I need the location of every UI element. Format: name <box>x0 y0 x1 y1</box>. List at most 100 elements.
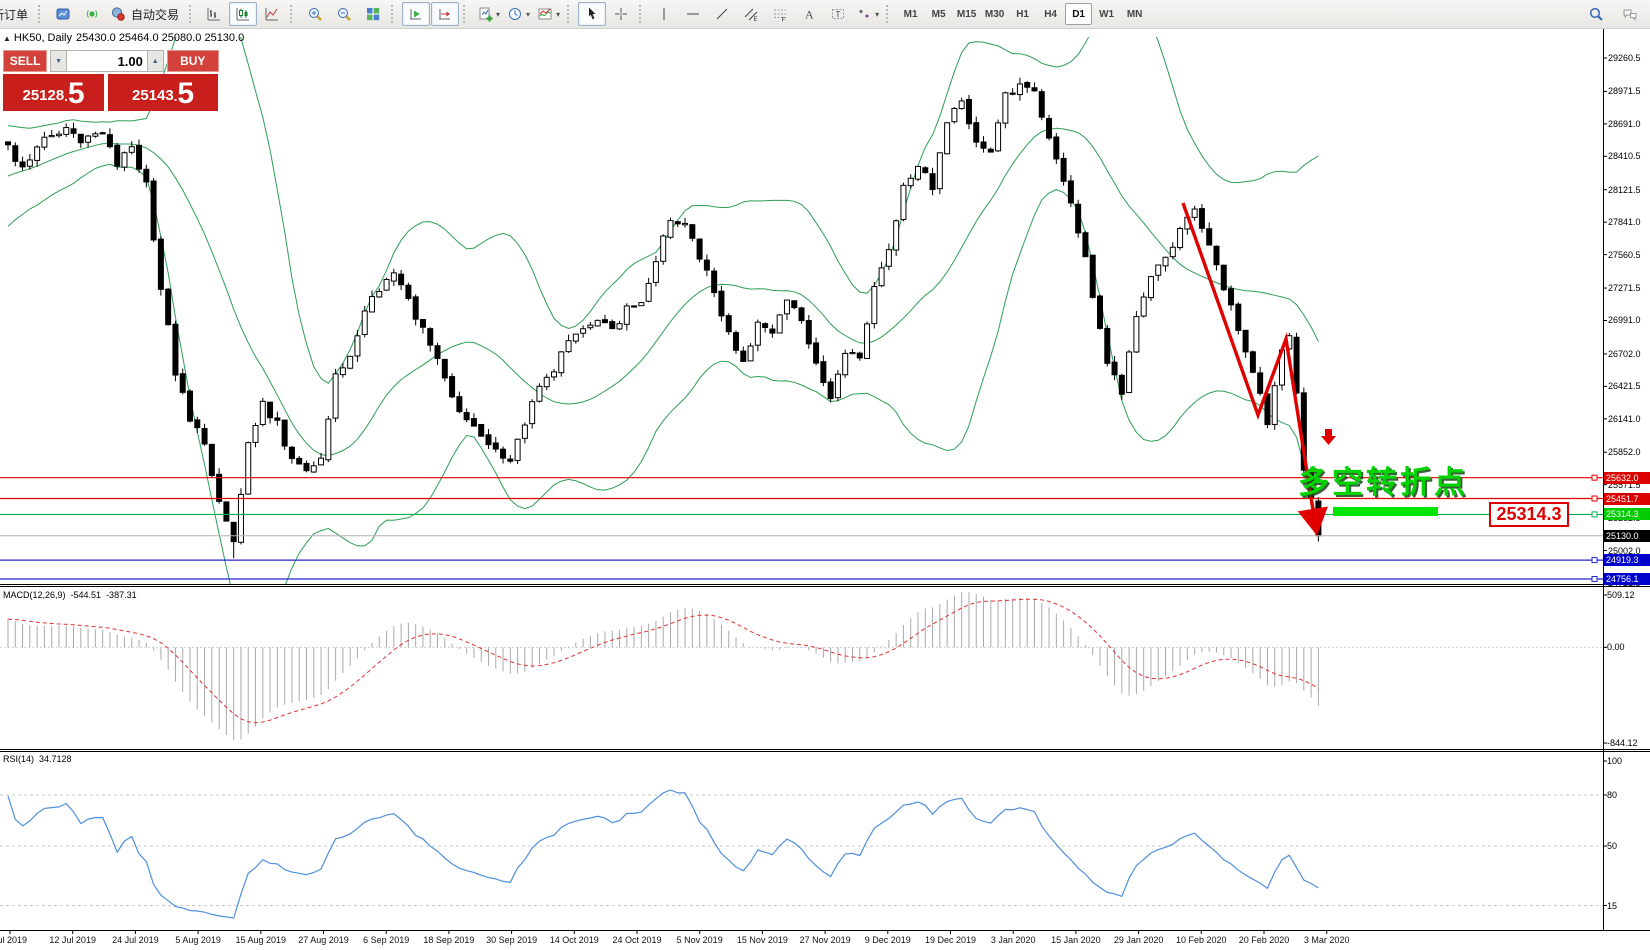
support-highlight-bar[interactable] <box>1333 507 1438 516</box>
svg-text:E: E <box>754 17 758 22</box>
scale-label: 15 <box>1607 900 1618 911</box>
price-badge: 25451.7 <box>1604 492 1650 505</box>
chart-shift-button[interactable] <box>431 2 460 26</box>
crosshair-button[interactable] <box>607 2 635 26</box>
channel-icon: E <box>744 8 758 22</box>
sell-arrow-marker[interactable] <box>1321 429 1336 445</box>
zoom-out-button[interactable] <box>330 2 358 26</box>
sell-price[interactable]: 25128. 5 <box>3 74 104 111</box>
line-handle[interactable] <box>1591 575 1598 582</box>
signal-icon <box>86 10 98 18</box>
line-chart-button[interactable] <box>258 2 286 26</box>
hline-icon <box>687 13 700 15</box>
buy-button[interactable]: BUY <box>166 50 219 72</box>
collapse-panel-icon[interactable]: ▲ <box>3 34 11 43</box>
timeframe-mn-button[interactable]: MN <box>1126 8 1143 20</box>
price-tick-label: 26991.0 <box>1608 315 1641 326</box>
line-handle[interactable] <box>1591 474 1598 481</box>
price-badge: 25130.0 <box>1604 529 1650 542</box>
equidistant-channel-button[interactable]: E <box>737 2 765 26</box>
text-label-button[interactable]: T <box>824 2 852 26</box>
signals-button[interactable] <box>78 2 106 26</box>
crosshair-icon <box>615 8 628 20</box>
main-pane <box>5 37 1322 584</box>
price-tick-label: 29260.5 <box>1608 53 1641 63</box>
auto-scroll-button[interactable] <box>402 2 431 26</box>
scale-label: 509.12 <box>1607 590 1635 600</box>
line-handle[interactable] <box>1591 495 1598 502</box>
zoom-in-button[interactable] <box>301 2 329 26</box>
timeframe-m1-button[interactable]: M1 <box>903 8 918 20</box>
timeframe-m30-button[interactable]: M30 <box>984 8 1005 20</box>
timeframe-h4-button[interactable]: H4 <box>1044 8 1057 20</box>
date-tick-label: 14 Oct 2019 <box>549 935 599 945</box>
market-watch-button[interactable] <box>49 2 77 26</box>
scale-label: 80 <box>1607 790 1618 800</box>
volume-down-button[interactable]: ▼ <box>50 50 67 72</box>
horizontal-line-button[interactable] <box>679 2 707 26</box>
price-badge: 25632.0 <box>1604 471 1650 484</box>
fibonacci-button[interactable]: F <box>766 2 794 26</box>
auto-trading-button[interactable]: 自动交易 <box>107 2 185 26</box>
date-tick-label: 3 Jan 2020 <box>990 935 1036 945</box>
trendline-button[interactable] <box>708 2 736 26</box>
volume-up-button[interactable]: ▲ <box>146 50 164 72</box>
editor-icon <box>56 8 70 20</box>
date-tick-label: 30 Sep 2019 <box>486 935 538 945</box>
vertical-line-button[interactable] <box>650 2 678 26</box>
chart-window[interactable]: ▲ HK50, Daily 25430.0 25464.0 25080.0 2513… <box>0 28 1650 950</box>
clock-icon <box>509 8 522 20</box>
periods-button[interactable]: ▾ <box>504 2 533 26</box>
indicators-button[interactable]: ▾ <box>474 2 503 26</box>
dropdown-caret-icon: ▾ <box>875 9 880 19</box>
volume-input[interactable] <box>66 50 147 72</box>
buy-price[interactable]: 25143. 5 <box>108 74 218 111</box>
fibo-icon: F <box>774 9 787 22</box>
chat-icon <box>1623 9 1637 21</box>
scale-label: 50 <box>1607 841 1618 851</box>
scale-label: -844.12 <box>1607 738 1638 748</box>
candlestick-chart-button[interactable] <box>229 2 258 26</box>
rsi-line <box>7 789 1319 919</box>
arrows-button[interactable]: ▾ <box>853 2 882 26</box>
date-tick-label: 15 Jan 2020 <box>1051 935 1101 945</box>
timeframe-d1-button[interactable]: D1 <box>1065 3 1093 25</box>
price-tick-label: 28691.0 <box>1608 118 1641 129</box>
autoscroll-icon <box>410 9 422 20</box>
line-handle[interactable] <box>1591 511 1598 518</box>
timeframe-w1-button[interactable]: W1 <box>1099 8 1115 20</box>
scale-label: 0.00 <box>1607 642 1625 653</box>
chat-button[interactable] <box>1616 2 1644 26</box>
toolbar: 新订单 自动交易 ▾ ▾ ▾ E F A T ▾ M1 M5 M15 M30 H1 H4 D1 W1 MN <box>0 0 1650 29</box>
trendline-icon <box>716 8 728 20</box>
chart-canvas[interactable] <box>0 29 1650 950</box>
search-button[interactable] <box>1582 2 1610 26</box>
text-button[interactable]: A <box>795 2 823 26</box>
timeframe-h1-button[interactable]: H1 <box>1016 8 1029 20</box>
toolbar-separator <box>567 5 574 23</box>
templates-button[interactable]: ▾ <box>534 2 563 26</box>
tile-windows-button[interactable] <box>359 2 387 26</box>
new-order-label: 新订单 <box>0 7 29 22</box>
bar-chart-button[interactable] <box>200 2 228 26</box>
tiles-icon <box>367 8 380 21</box>
price-tick-label: 25571.5 <box>1608 479 1641 490</box>
line-handle[interactable] <box>1591 557 1598 564</box>
zoom-out-icon <box>338 8 351 21</box>
sell-button[interactable]: SELL <box>3 50 48 72</box>
price-tick-label: 26421.5 <box>1608 381 1641 392</box>
price-badge: 24756.1 <box>1604 572 1650 585</box>
price-level-flag[interactable]: 25314.3 <box>1489 502 1569 527</box>
cursor-button[interactable] <box>578 2 607 26</box>
robot-icon <box>111 7 125 21</box>
line-icon <box>265 8 279 21</box>
timeframe-m15-button[interactable]: M15 <box>956 8 977 20</box>
symbol-period-label: HK50, Daily <box>13 32 72 44</box>
new-order-button[interactable]: 新订单 <box>0 2 34 26</box>
price-tick-label: 26702.0 <box>1608 348 1641 359</box>
price-tick-label: 25002.0 <box>1608 545 1641 556</box>
turning-point-annotation[interactable]: 多空转折点 <box>1298 465 1468 500</box>
date-tick-label: 19 Dec 2019 <box>924 935 977 945</box>
timeframe-m5-button[interactable]: M5 <box>931 8 946 20</box>
trend-arrow[interactable] <box>1181 202 1328 536</box>
